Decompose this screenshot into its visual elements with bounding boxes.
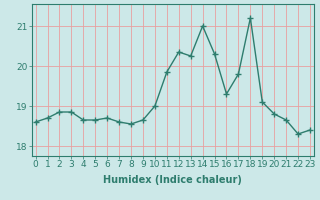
- X-axis label: Humidex (Indice chaleur): Humidex (Indice chaleur): [103, 175, 242, 185]
